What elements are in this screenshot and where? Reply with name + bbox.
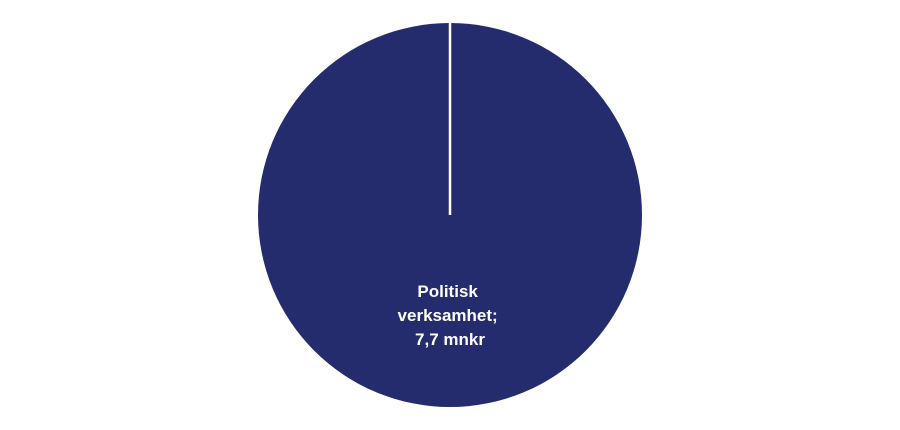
data-label-line-2: verksamhet; (398, 306, 498, 325)
slice-data-label: Politisk verksamhet; 7,7 mnkr (398, 282, 503, 349)
data-label-line-1: Politisk (417, 282, 478, 301)
data-label-line-3: 7,7 mnkr (415, 330, 485, 349)
